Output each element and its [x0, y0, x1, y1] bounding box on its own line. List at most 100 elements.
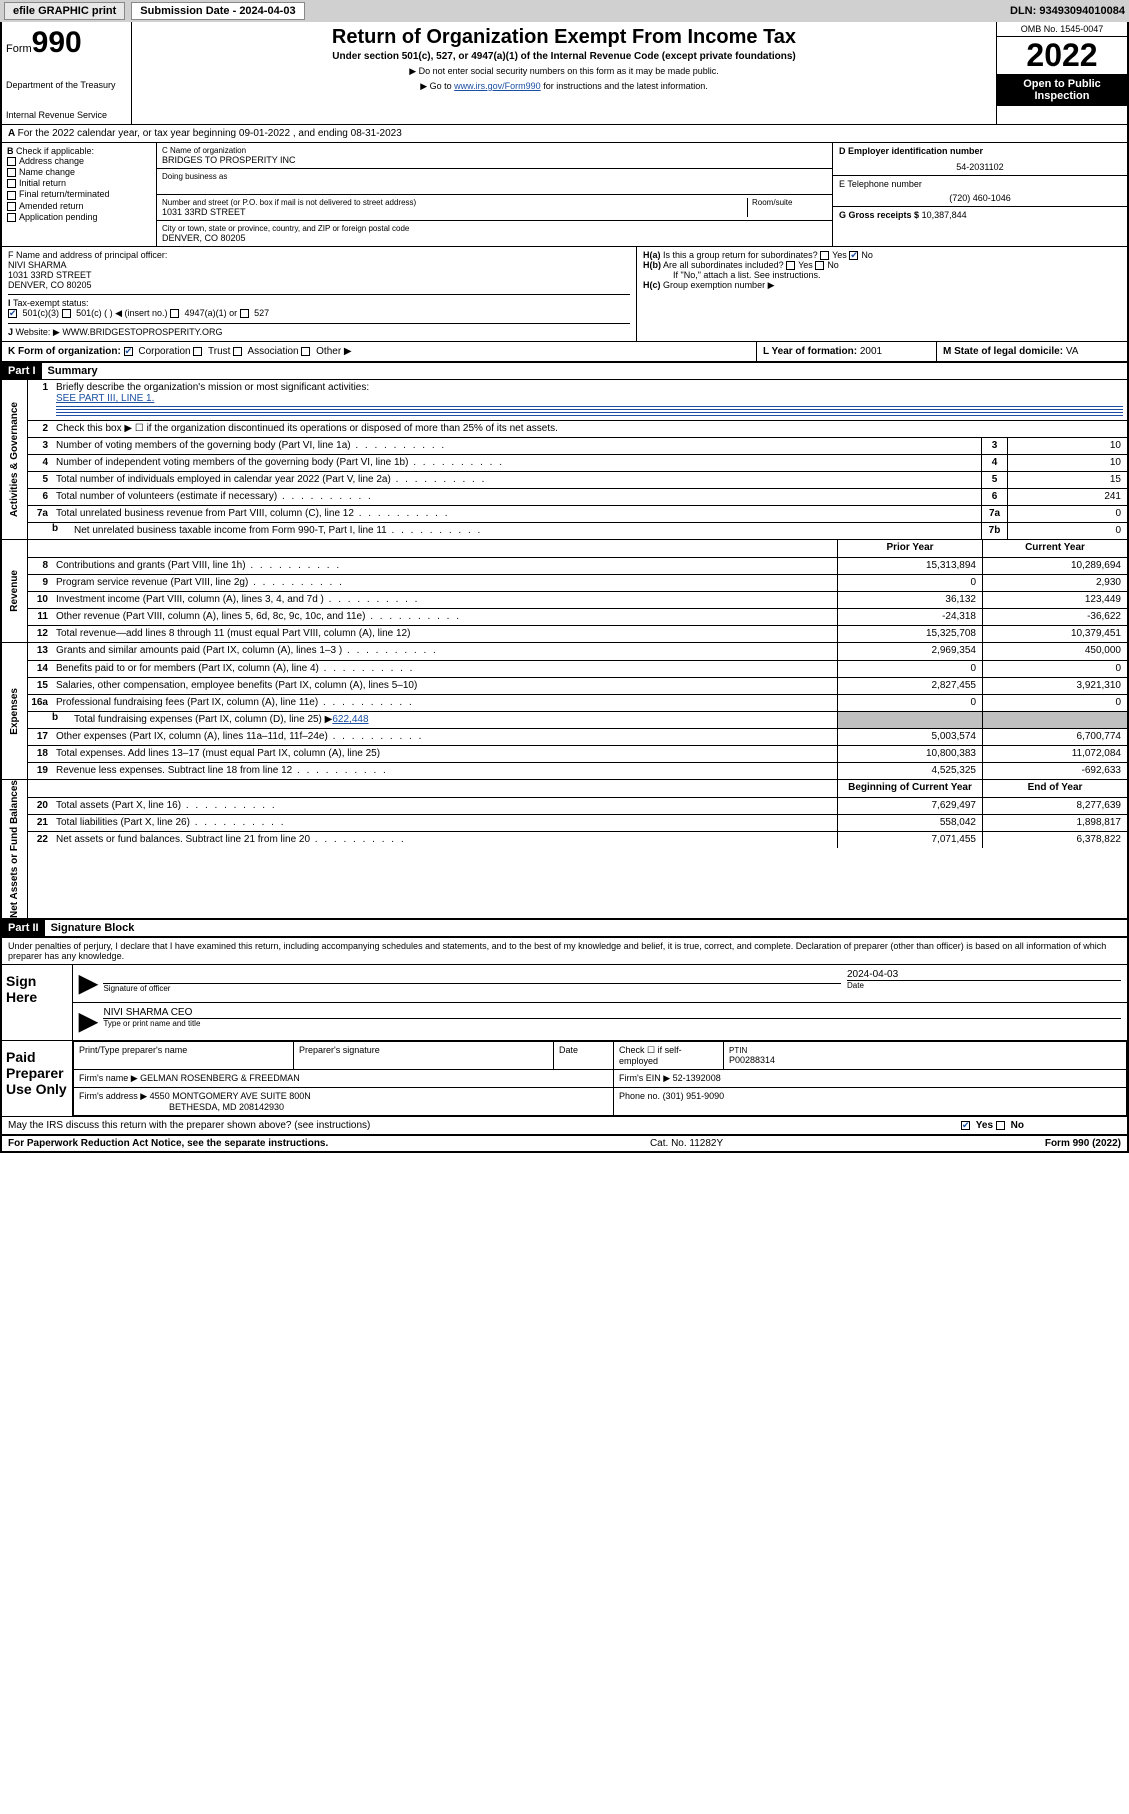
street-address: 1031 33RD STREET [162, 207, 747, 217]
hb-label: Are all subordinates included? [663, 260, 784, 270]
line16a-prior: 0 [837, 695, 982, 711]
form-container: Form990 Department of the Treasury Inter… [0, 22, 1129, 1153]
discuss-label: May the IRS discuss this return with the… [8, 1120, 961, 1131]
section-net-assets: Net Assets or Fund Balances Beginning of… [2, 779, 1127, 918]
line7b-val: 0 [1007, 523, 1127, 539]
cb-name-change[interactable]: Name change [7, 167, 151, 177]
prep-sig-label: Preparer's signature [294, 1042, 554, 1070]
cb-final-return[interactable]: Final return/terminated [7, 189, 151, 199]
irs-link[interactable]: www.irs.gov/Form990 [454, 81, 541, 91]
part1-header: Part ISummary [2, 361, 1127, 379]
hdr-curr: Current Year [982, 540, 1127, 557]
header-center: Return of Organization Exempt From Incom… [132, 22, 997, 124]
line9-prior: 0 [837, 575, 982, 591]
open-inspection: Open to Public Inspection [997, 74, 1127, 106]
omb-number: OMB No. 1545-0047 [997, 22, 1127, 37]
cb-discuss-no[interactable] [996, 1121, 1005, 1130]
line10-desc: Investment income (Part VIII, column (A)… [52, 592, 837, 608]
cb-4947[interactable] [170, 309, 179, 318]
line16b-val[interactable]: 622,448 [332, 714, 368, 725]
line19-prior: 4,525,325 [837, 763, 982, 779]
cb-other[interactable] [301, 347, 310, 356]
line20-curr: 8,277,639 [982, 798, 1127, 814]
efile-print-button[interactable]: efile GRAPHIC print [4, 2, 125, 20]
sign-here-row: Sign Here ▶Signature of officer2024-04-0… [2, 964, 1127, 1040]
line1-desc: Briefly describe the organization's miss… [56, 382, 369, 393]
check-self-employed[interactable]: Check ☐ if self-employed [614, 1042, 724, 1070]
room-label: Room/suite [747, 198, 827, 217]
line22-prior: 7,071,455 [837, 832, 982, 848]
line14-desc: Benefits paid to or for members (Part IX… [52, 661, 837, 677]
hdr-prior: Prior Year [837, 540, 982, 557]
cb-501c3[interactable] [8, 309, 17, 318]
line1-val[interactable]: SEE PART III, LINE 1. [56, 393, 154, 404]
line13-desc: Grants and similar amounts paid (Part IX… [52, 643, 837, 660]
line19-curr: -692,633 [982, 763, 1127, 779]
cb-ha-yes[interactable] [820, 251, 829, 260]
ein-label: D Employer identification number [839, 146, 983, 156]
line15-prior: 2,827,455 [837, 678, 982, 694]
cb-initial-return[interactable]: Initial return [7, 178, 151, 188]
cb-trust[interactable] [193, 347, 202, 356]
sidelabel-net-assets: Net Assets or Fund Balances [9, 780, 20, 918]
ptin-value: P00288314 [729, 1055, 775, 1065]
line17-desc: Other expenses (Part IX, column (A), lin… [52, 729, 837, 745]
sig-officer-label: Signature of officer [103, 983, 841, 993]
dln-label: DLN: 93493094010084 [1010, 5, 1125, 17]
cb-corp[interactable] [124, 347, 133, 356]
cb-hb-yes[interactable] [786, 261, 795, 270]
cb-application-pending[interactable]: Application pending [7, 212, 151, 222]
cb-hb-no[interactable] [815, 261, 824, 270]
entity-block: B Check if applicable: Address change Na… [2, 142, 1127, 246]
cb-501c[interactable] [62, 309, 71, 318]
line16a-curr: 0 [982, 695, 1127, 711]
line12-curr: 10,379,451 [982, 626, 1127, 642]
line13-curr: 450,000 [982, 643, 1127, 660]
ssn-note: ▶ Do not enter social security numbers o… [142, 66, 986, 77]
officer-name: NIVI SHARMA [8, 260, 630, 270]
submission-date-label: Submission Date - 2024-04-03 [131, 2, 304, 20]
cb-amended-return[interactable]: Amended return [7, 201, 151, 211]
sidelabel-governance: Activities & Governance [9, 402, 20, 517]
line6-desc: Total number of volunteers (estimate if … [52, 489, 981, 505]
arrow-icon: ▶ [79, 969, 97, 998]
line18-prior: 10,800,383 [837, 746, 982, 762]
line4-val: 10 [1007, 455, 1127, 471]
domicile-label: M State of legal domicile: [943, 346, 1063, 357]
firm-name: GELMAN ROSENBERG & FREEDMAN [140, 1073, 300, 1083]
line3-desc: Number of voting members of the governin… [52, 438, 981, 454]
org-name-label: C Name of organization [162, 146, 827, 155]
cb-527[interactable] [240, 309, 249, 318]
firm-ein: 52-1392008 [673, 1073, 721, 1083]
sig-date-label: Date [847, 980, 1121, 990]
form-number: 990 [32, 26, 82, 59]
line16b-curr-grey [982, 712, 1127, 728]
line14-curr: 0 [982, 661, 1127, 677]
line11-desc: Other revenue (Part VIII, column (A), li… [52, 609, 837, 625]
phone-label: E Telephone number [839, 179, 922, 189]
cb-address-change[interactable]: Address change [7, 156, 151, 166]
line-a: A For the 2022 calendar year, or tax yea… [2, 125, 408, 142]
line7b-desc: Net unrelated business taxable income fr… [70, 523, 981, 539]
city-state-zip: DENVER, CO 80205 [162, 233, 827, 243]
name-title-label: Type or print name and title [103, 1018, 1121, 1028]
website-value: WWW.BRIDGESTOPROSPERITY.ORG [62, 327, 222, 337]
line15-desc: Salaries, other compensation, employee b… [52, 678, 837, 694]
col-d-e-g: D Employer identification number54-20311… [832, 143, 1127, 246]
line18-desc: Total expenses. Add lines 13–17 (must eq… [52, 746, 837, 762]
city-label: City or town, state or province, country… [162, 224, 827, 233]
footer-mid: Cat. No. 11282Y [328, 1138, 1045, 1149]
cb-ha-no[interactable] [849, 251, 858, 260]
line16b-desc: Total fundraising expenses (Part IX, col… [74, 714, 332, 725]
line22-curr: 6,378,822 [982, 832, 1127, 848]
hc-label: Group exemption number ▶ [663, 280, 774, 290]
line8-desc: Contributions and grants (Part VIII, lin… [52, 558, 837, 574]
cb-discuss-yes[interactable] [961, 1121, 970, 1130]
arrow-icon: ▶ [79, 1007, 97, 1036]
line21-prior: 558,042 [837, 815, 982, 831]
line21-desc: Total liabilities (Part X, line 26) [52, 815, 837, 831]
cb-assoc[interactable] [233, 347, 242, 356]
line12-prior: 15,325,708 [837, 626, 982, 642]
irs-label: Internal Revenue Service [6, 110, 127, 120]
firm-phone-label: Phone no. [619, 1091, 660, 1101]
